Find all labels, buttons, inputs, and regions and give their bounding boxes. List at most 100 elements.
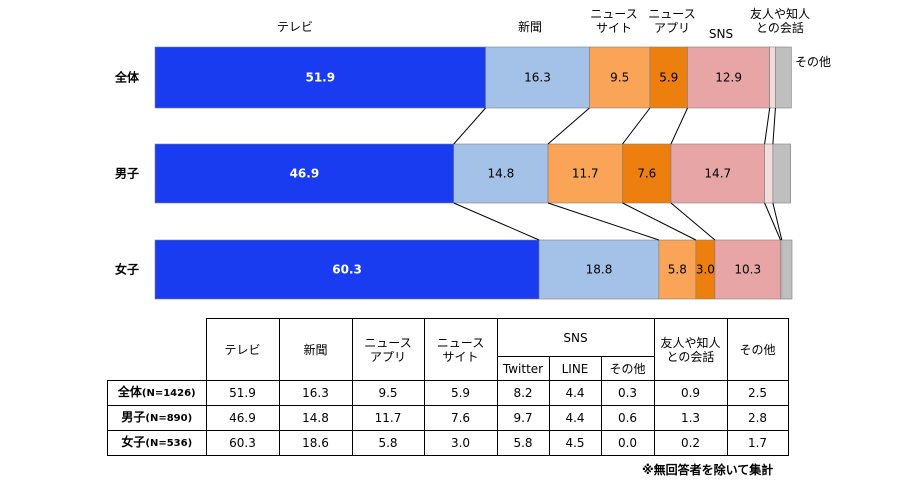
data-label: 12.9: [715, 71, 742, 85]
table-cell: 0.9: [653, 380, 728, 406]
table-cell: 9.7: [496, 405, 550, 431]
legend-label: SNS: [709, 27, 733, 41]
data-label: 16.3: [524, 71, 551, 85]
header-tv: テレビ: [205, 318, 280, 381]
data-label: 5.9: [659, 71, 678, 85]
header-sns-other: その他: [600, 356, 655, 381]
table-row: 女子(N=536) 60.3 18.6 5.8 3.0 5.8 4.5 0.0 …: [107, 430, 789, 456]
row-label: 女子(N=536): [107, 430, 207, 456]
header-friends: 友人や知人 との会話: [653, 318, 728, 381]
data-label: 60.3: [332, 263, 362, 277]
connector-line: [622, 107, 651, 145]
connector-line: [772, 107, 776, 145]
bar-segment: [649, 46, 688, 109]
data-label: 11.7: [572, 167, 599, 181]
header-news-site: ニュース サイト: [423, 318, 498, 381]
bar-segment: [670, 143, 765, 204]
legend-label: 新聞: [518, 19, 542, 34]
header-news-app: ニュース アプリ: [351, 318, 425, 381]
header-twitter: Twitter: [496, 356, 550, 381]
row-label: 男子(N=890): [107, 405, 207, 431]
bar-segment: [622, 143, 672, 204]
data-label: 46.9: [290, 167, 320, 181]
table-cell: 0.3: [600, 380, 655, 406]
bar-segment: [687, 46, 771, 109]
data-label: 51.9: [305, 71, 335, 85]
table-cell: 16.3: [278, 380, 353, 406]
row-label: 全体(N=1426): [107, 380, 207, 406]
table-cell: 5.8: [496, 430, 550, 456]
footnote: ※無回答者を除いて集計: [642, 463, 774, 477]
bar-segment: [781, 239, 793, 300]
table-cell: 18.6: [278, 430, 353, 456]
table-row: 全体(N=1426) 51.9 16.3 9.5 5.9 8.2 4.4 0.3…: [107, 380, 789, 406]
legend-label: テレビ: [277, 20, 313, 34]
table-cell: 0.6: [600, 405, 655, 431]
connector-line: [772, 202, 783, 241]
stacked-bar-chart: 51.9 16.3 9.5 5.9 12.9 全体 46.9 14.8 11.7 7.6 14.7 男…: [114, 7, 831, 300]
bar-segment: [769, 46, 776, 109]
table-cell: 1.7: [726, 430, 789, 456]
category-label: 全体: [114, 70, 140, 85]
data-label: 5.8: [668, 263, 687, 277]
connector-line: [453, 202, 540, 241]
legend-label: ニュース: [648, 7, 695, 21]
table-cell: 8.2: [496, 380, 550, 406]
legend-label: 友人や知人: [750, 7, 810, 21]
connector-line: [670, 202, 716, 241]
header-sns: SNS: [496, 318, 655, 357]
bar-segment: [453, 143, 549, 204]
bar-segment: [764, 143, 774, 204]
data-label: 14.8: [488, 167, 515, 181]
bar-segment: [775, 46, 792, 109]
legend-label: アプリ: [654, 21, 690, 35]
table-cell: 9.5: [351, 380, 425, 406]
data-label: 9.5: [610, 71, 629, 85]
legend-label: との会話: [756, 20, 804, 35]
bar-segment: [589, 46, 651, 109]
table-row: 男子(N=890) 46.9 14.8 11.7 7.6 9.7 4.4 0.6…: [107, 405, 789, 431]
connector-line: [622, 202, 697, 241]
table-cell: 5.8: [351, 430, 425, 456]
header-newspaper: 新聞: [278, 318, 353, 381]
category-label: 女子: [115, 262, 139, 277]
header-line: LINE: [548, 356, 602, 381]
bar-segment: [772, 143, 792, 204]
table-cell: 14.8: [278, 405, 353, 431]
category-label: 男子: [115, 167, 139, 181]
table-cell: 2.8: [726, 405, 789, 431]
table-cell: 2.5: [726, 380, 789, 406]
bar-segment: [154, 143, 455, 204]
bar-segment: [154, 46, 486, 109]
connector-line: [547, 202, 660, 241]
table-cell: 0.0: [600, 430, 655, 456]
table-cell: 5.9: [423, 380, 498, 406]
bar-segment: [485, 46, 590, 109]
data-table: テレビ 新聞 ニュース アプリ ニュース サイト SNS 友人や知人 との会話 その他…: [107, 318, 789, 456]
legend-label: サイト: [596, 21, 632, 35]
table-cell: 4.4: [548, 405, 602, 431]
connector-line: [764, 202, 781, 241]
bar-segment: [547, 143, 623, 204]
bar-segment: [658, 239, 697, 300]
data-label: 14.7: [704, 167, 731, 181]
connector-line: [764, 107, 771, 145]
table-cell: 7.6: [423, 405, 498, 431]
connector-line: [453, 107, 486, 145]
table-cell: 46.9: [205, 405, 280, 431]
data-label: 10.3: [734, 263, 761, 277]
legend-label: ニュース: [590, 7, 637, 21]
table-cell: 4.4: [548, 380, 602, 406]
connector-line: [670, 107, 688, 145]
table-cell: 4.5: [548, 430, 602, 456]
table-corner: [107, 318, 207, 381]
connector-line: [547, 107, 590, 145]
bar-segment: [714, 239, 781, 300]
table-cell: 11.7: [351, 405, 425, 431]
table-cell: 51.9: [205, 380, 280, 406]
data-label: 7.6: [637, 167, 656, 181]
table-cell: 3.0: [423, 430, 498, 456]
table-cell: 0.2: [653, 430, 728, 456]
table-cell: 60.3: [205, 430, 280, 456]
legend-label: その他: [795, 55, 831, 69]
